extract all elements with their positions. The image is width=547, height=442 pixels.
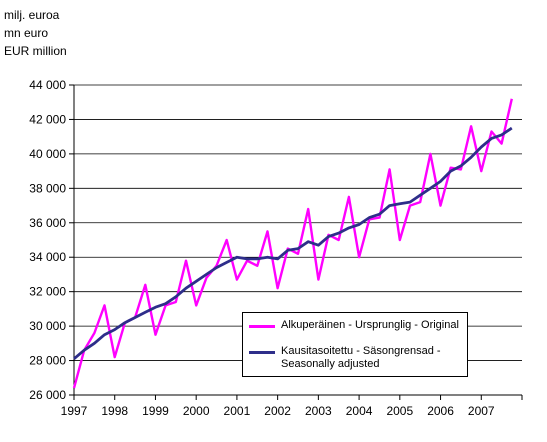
unit-labels: milj. euroa mn euro EUR million <box>4 6 67 60</box>
y-tick-label: 26 000 <box>29 388 66 402</box>
x-tick-label: 2006 <box>427 404 454 418</box>
y-tick-label: 44 000 <box>29 78 66 92</box>
y-tick-label: 34 000 <box>29 250 66 264</box>
legend-item-original: Alkuperäinen - Ursprunglig - Original <box>249 319 461 332</box>
legend-label-seasonally-adjusted: Kausitasoitettu - Säsongrensad - Seasona… <box>281 345 441 370</box>
series-line-original <box>72 98 513 389</box>
unit-label-sv: mn euro <box>4 26 49 40</box>
x-tick-label: 2007 <box>468 404 495 418</box>
y-tick-label: 42 000 <box>29 112 66 126</box>
legend: Alkuperäinen - Ursprunglig - Original Ka… <box>242 312 468 377</box>
x-tick-label: 2000 <box>183 404 210 418</box>
legend-item-seasonally-adjusted: Kausitasoitettu - Säsongrensad - Seasona… <box>249 345 461 371</box>
x-tick-label: 2003 <box>305 404 332 418</box>
unit-label-en: EUR million <box>4 44 67 58</box>
legend-label-original: Alkuperäinen - Ursprunglig - Original <box>281 319 459 331</box>
unit-label-fi: milj. euroa <box>4 8 60 22</box>
x-tick-label: 1998 <box>101 404 128 418</box>
x-tick-label: 2005 <box>386 404 413 418</box>
y-tick-label: 38 000 <box>29 181 66 195</box>
legend-swatch-original <box>249 325 275 328</box>
y-tick-label: 36 000 <box>29 216 66 230</box>
series-line-seasonally-adjusted <box>73 126 513 360</box>
x-tick-label: 2001 <box>224 404 251 418</box>
legend-swatch-seasonally-adjusted <box>249 351 275 354</box>
y-tick-label: 28 000 <box>29 354 66 368</box>
x-tick-label: 2004 <box>346 404 373 418</box>
x-tick-label: 1997 <box>61 404 88 418</box>
axes <box>69 84 523 400</box>
y-tick-label: 40 000 <box>29 147 66 161</box>
x-tick-label: 1999 <box>142 404 169 418</box>
tick-labels: 26 000 28 000 30 000 32 000 34 000 36 000 38 0… <box>29 78 495 418</box>
y-tick-label: 32 000 <box>29 285 66 299</box>
x-tick-label: 2002 <box>264 404 291 418</box>
y-tick-label: 30 000 <box>29 319 66 333</box>
series-lines <box>72 98 513 389</box>
